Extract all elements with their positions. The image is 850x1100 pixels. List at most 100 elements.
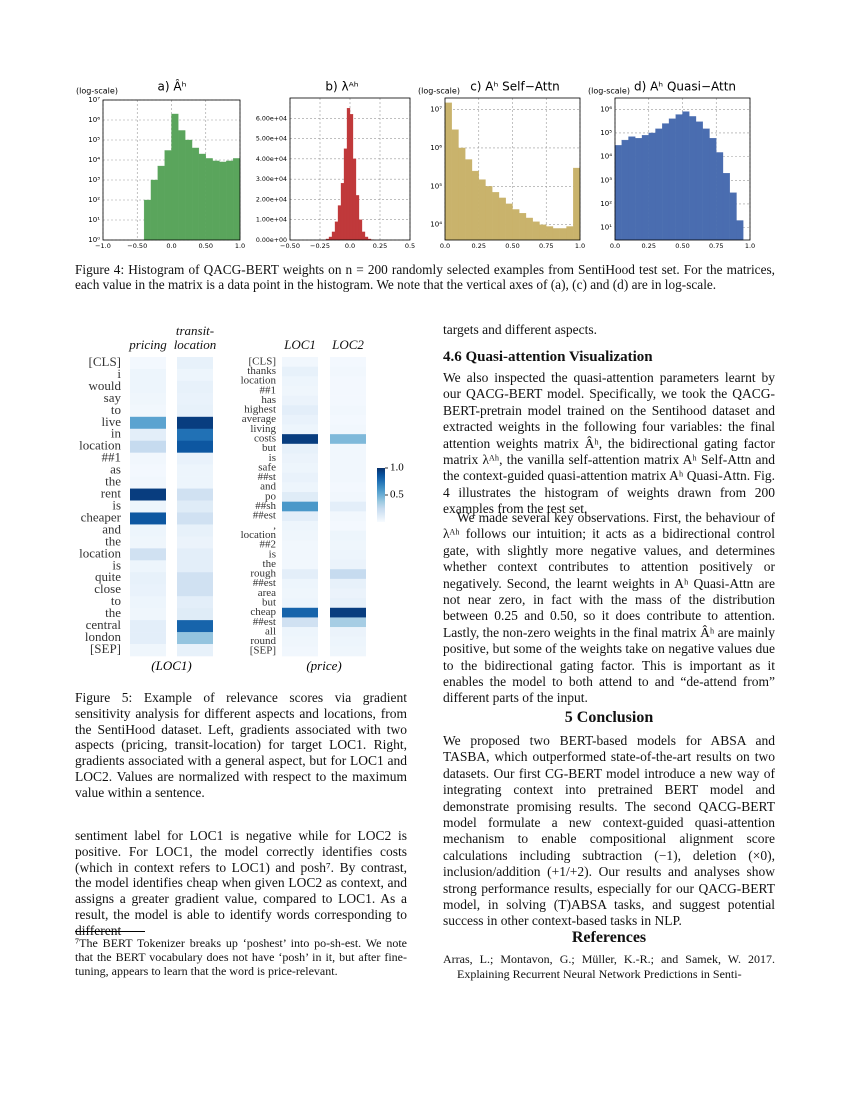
row-label: would [89, 378, 122, 393]
figure4-caption: Figure 4: Histogram of QACG-BERT weights… [75, 262, 775, 292]
heatmap-cell [282, 578, 318, 589]
heatmap-cell [130, 440, 166, 453]
row-label: rent [101, 486, 122, 501]
references-heading: References [571, 929, 647, 946]
row-label: ##1 [260, 384, 277, 396]
heatmap-cell [282, 357, 318, 367]
column-header: pricing [129, 337, 167, 352]
heatmap-cell [282, 443, 318, 454]
heatmap-cell [282, 540, 318, 551]
histogram-bar [212, 160, 220, 241]
figure5-caption: Figure 5: Example of relevance scores vi… [75, 690, 407, 800]
heatmap-cell [330, 569, 366, 580]
row-label: costs [254, 433, 276, 445]
heatmap-cell [177, 440, 213, 453]
row-label: rough [250, 568, 276, 580]
histogram-bar [635, 138, 643, 241]
row-label: the [263, 558, 277, 570]
heatmap-cell [330, 385, 366, 396]
x-tick-label: 0.0 [610, 242, 620, 250]
heatmap-cell [282, 511, 318, 522]
heatmap-cell [177, 524, 213, 537]
histogram-bar [143, 199, 152, 241]
heatmap-cell [130, 500, 166, 513]
plot-frame [444, 97, 581, 241]
chart-title: d) Aʰ Quasi−Attn [634, 80, 736, 94]
heatmap-cell [282, 492, 318, 502]
heatmap-cell [177, 392, 213, 406]
heatmap-cell [177, 512, 213, 525]
heatmap-cell [282, 607, 318, 618]
heatmap-cell [330, 607, 366, 618]
row-label: and [102, 521, 121, 536]
y-tick-label: 10⁷ [88, 96, 100, 104]
row-label: ##est [253, 577, 276, 589]
row-label: cheaper [81, 509, 122, 524]
x-tick-label: 0.0 [345, 242, 355, 250]
heatmap-cell [330, 366, 366, 377]
x-tick-label: −1.0 [95, 242, 111, 250]
row-label: [CLS] [89, 354, 122, 369]
row-label: , [273, 519, 276, 531]
x-tick-label: 0.25 [472, 242, 486, 250]
heatmap-cell [330, 511, 366, 522]
heatmap-cell [330, 540, 366, 551]
histogram-bar [232, 158, 241, 241]
row-label: location [79, 438, 121, 453]
x-tick-label: −0.50 [280, 242, 300, 250]
row-label: area [258, 587, 276, 599]
heatmap-cell [130, 524, 166, 537]
heatmap-cell [282, 405, 318, 416]
y-tick-label: 1.00e+04 [256, 217, 287, 224]
histogram-bar [352, 158, 357, 241]
histogram-bar [614, 145, 622, 241]
histogram-bar [682, 111, 690, 241]
paragraph: We made several key observations. First,… [443, 510, 775, 706]
histogram-bar [702, 128, 710, 241]
heatmap-cell [130, 488, 166, 501]
heatmap-cell [282, 414, 318, 425]
heatmap-cell [330, 598, 366, 609]
column-header: transit-location [173, 323, 217, 352]
histogram-bar [343, 148, 348, 241]
y-tick-label: 10⁷ [430, 106, 442, 114]
heatmap-cell [330, 588, 366, 599]
heatmap-cell [177, 608, 213, 621]
row-label: location [241, 375, 277, 387]
heatmap-cell [330, 376, 366, 387]
heatmap-cell [130, 512, 166, 525]
histogram-bar [573, 167, 581, 241]
x-tick-label: 1.0 [235, 242, 245, 250]
heatmap-cell [282, 627, 318, 638]
histogram-bar [157, 165, 165, 241]
heatmap-cell [130, 476, 166, 489]
histogram-bar [519, 213, 527, 241]
heatmap-cell [282, 385, 318, 396]
histogram-bar [722, 173, 730, 241]
y-tick-label: 10² [600, 200, 612, 208]
row-label: ##est [253, 616, 276, 628]
heatmap-cell [130, 632, 166, 645]
histogram-bar [641, 135, 649, 241]
histogram-bar [478, 179, 486, 241]
heatmap-cell [282, 646, 318, 657]
y-tick-label: 10¹ [88, 216, 100, 224]
heatmap-cell [177, 452, 213, 465]
heatmap-cell [282, 549, 318, 560]
heatmap-cell [282, 559, 318, 570]
row-label: cheap [250, 606, 276, 618]
chart-title: a) Âʰ [158, 79, 187, 94]
x-tick-label: 1.0 [575, 242, 585, 250]
heatmap-cell [130, 536, 166, 549]
x-axis-label: (price) [306, 658, 341, 673]
histogram-bar [178, 130, 186, 241]
heatmap-cell [330, 520, 366, 531]
row-label: location [241, 529, 277, 541]
histogram-bar [566, 226, 574, 241]
y-axis-label: (log-scale) [76, 87, 118, 96]
histogram-bar [334, 221, 339, 241]
row-label: and [260, 481, 276, 493]
histogram-bar [458, 147, 466, 241]
row-label: but [262, 442, 276, 454]
row-label: round [250, 635, 276, 647]
